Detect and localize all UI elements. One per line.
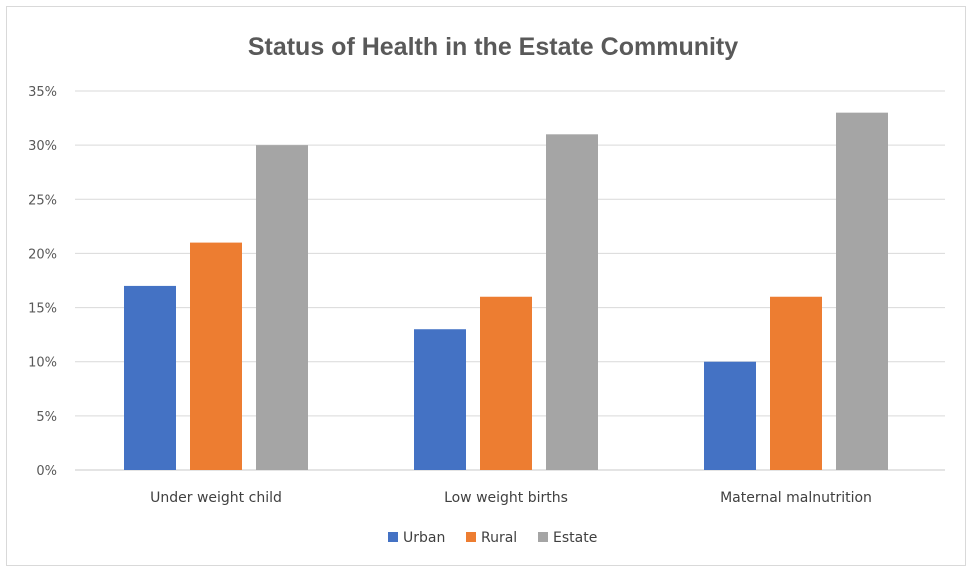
y-tick-label: 5%	[36, 410, 57, 425]
bar-estate-3	[836, 112, 888, 471]
bar-rural-2	[480, 296, 532, 470]
bar-rural-1	[190, 242, 242, 470]
bars	[124, 112, 888, 471]
legend-swatch-estate	[538, 532, 548, 542]
y-tick-label: 20%	[28, 247, 57, 262]
bar-urban-2	[414, 329, 466, 470]
legend-label-estate: Estate	[553, 530, 597, 546]
legend-label-rural: Rural	[481, 530, 517, 546]
y-axis-ticks: 0% 5% 10% 15% 20% 25% 30% 35%	[28, 85, 57, 479]
legend: Urban Rural Estate	[388, 530, 597, 546]
legend-swatch-urban	[388, 532, 398, 542]
bar-urban-3	[704, 361, 756, 470]
bar-urban-1	[124, 285, 176, 470]
y-tick-label: 30%	[28, 139, 57, 154]
x-axis-categories: Under weight child Low weight births Mater…	[150, 490, 872, 506]
x-category-label: Low weight births	[444, 490, 568, 506]
legend-swatch-rural	[466, 532, 476, 542]
y-tick-label: 25%	[28, 193, 57, 208]
y-tick-label: 10%	[28, 356, 57, 371]
bar-rural-3	[770, 296, 822, 470]
y-tick-label: 0%	[36, 464, 57, 479]
y-tick-label: 15%	[28, 302, 57, 317]
bar-estate-1	[256, 145, 308, 470]
legend-label-urban: Urban	[403, 530, 445, 546]
x-category-label: Under weight child	[150, 490, 282, 506]
bar-estate-2	[546, 134, 598, 471]
chart-title: Status of Health in the Estate Community	[248, 33, 738, 61]
x-category-label: Maternal malnutrition	[720, 490, 872, 506]
y-tick-label: 35%	[28, 85, 57, 100]
